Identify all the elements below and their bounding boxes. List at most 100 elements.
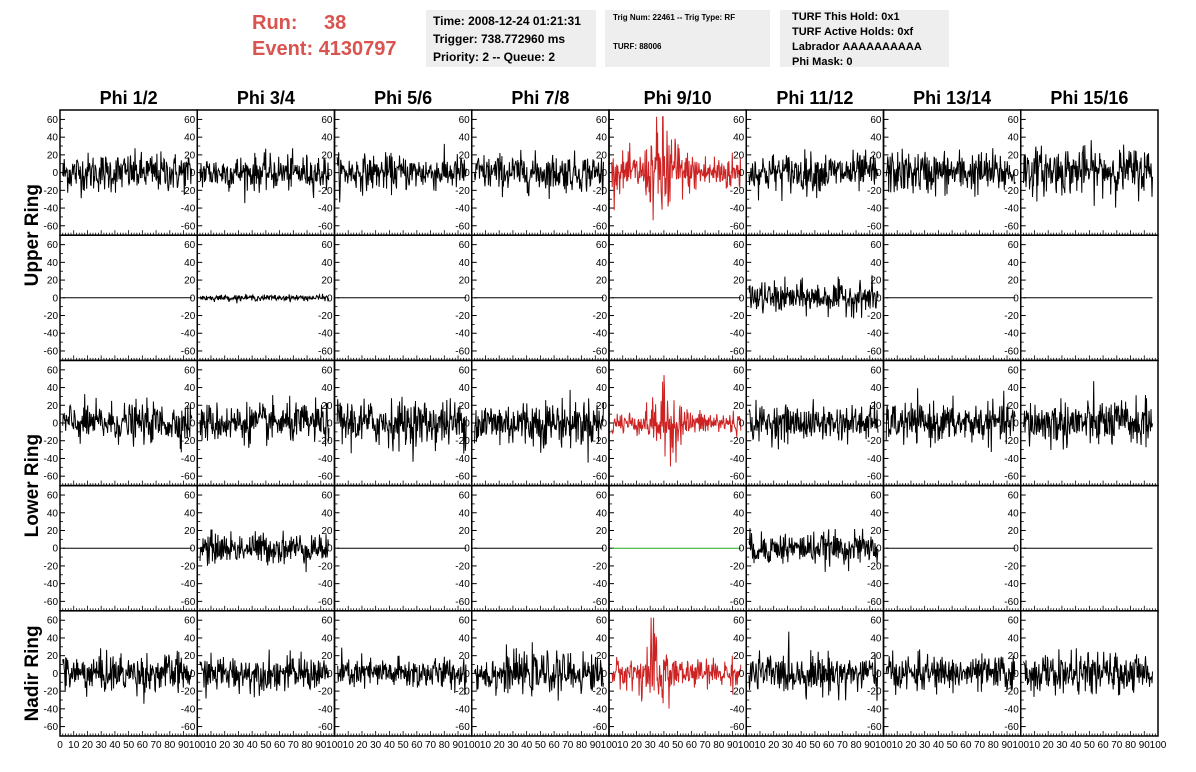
y-tick-label: 60 <box>47 240 59 251</box>
y-tick-label: -20 <box>867 561 882 572</box>
run-event-header: Run: 38 Event: 4130797 <box>252 10 397 62</box>
y-tick-label: 40 <box>870 133 882 144</box>
y-tick-label: -60 <box>730 472 745 483</box>
x-tick-label: 100 <box>738 740 755 751</box>
x-tick-label: 90 <box>452 740 464 751</box>
y-tick-label: 20 <box>870 651 882 662</box>
y-tick-label: 60 <box>184 115 196 126</box>
x-tick-label: 90 <box>1001 740 1013 751</box>
panel-r5-c2: -60 -40 -20 0 20 40 60 <box>181 610 336 737</box>
y-tick-label: 40 <box>47 383 59 394</box>
x-tick-label: 80 <box>576 740 588 751</box>
y-tick-label: 40 <box>321 133 333 144</box>
x-tick-label: 70 <box>151 740 163 751</box>
y-tick-label: -40 <box>730 704 745 715</box>
y-tick-label: -20 <box>318 687 333 698</box>
y-tick-label: 60 <box>596 616 608 627</box>
y-tick-label: 0 <box>1013 168 1019 179</box>
x-tick-label: 50 <box>1084 740 1096 751</box>
y-tick-label: 0 <box>876 168 882 179</box>
y-tick-label: 60 <box>459 115 471 126</box>
waveform-trace <box>611 374 742 467</box>
y-tick-label: -60 <box>318 346 333 357</box>
y-tick-label: 0 <box>601 419 607 430</box>
y-tick-label: 0 <box>739 293 745 304</box>
y-tick-label: -60 <box>44 221 59 232</box>
panel-r4-c6: -60 -40 -20 0 20 40 60 <box>730 484 885 612</box>
y-tick-label: 20 <box>459 526 471 537</box>
y-tick-label: 40 <box>321 383 333 394</box>
y-tick-label: 60 <box>184 491 196 502</box>
y-tick-label: -20 <box>867 687 882 698</box>
panel-r4-c8: -60 -40 -20 0 20 40 60 <box>1004 484 1159 612</box>
y-tick-label: -20 <box>730 186 745 197</box>
y-tick-label: 40 <box>47 633 59 644</box>
y-tick-label: 20 <box>47 526 59 537</box>
y-tick-label: -20 <box>1004 436 1019 447</box>
y-tick-label: -40 <box>318 579 333 590</box>
y-tick-label: 0 <box>876 544 882 555</box>
y-tick-label: 60 <box>733 491 745 502</box>
x-tick-label: 60 <box>274 740 286 751</box>
y-tick-label: 60 <box>596 365 608 376</box>
x-tick-label: 20 <box>219 740 231 751</box>
y-tick-label: -60 <box>593 221 608 232</box>
panel-r1-c6: -60 -40 -20 0 20 40 60 <box>730 109 885 236</box>
waveform-trace <box>474 642 604 701</box>
y-tick-label: 20 <box>1008 401 1020 412</box>
panel-r5-c6: -60 -40 -20 0 20 40 60 <box>730 610 885 737</box>
y-tick-label: 20 <box>870 150 882 161</box>
y-tick-label: 20 <box>459 276 471 287</box>
waveform-trace <box>199 293 330 304</box>
y-tick-label: 40 <box>459 258 471 269</box>
run-value: 38 <box>324 12 347 34</box>
y-tick-label: 20 <box>321 526 333 537</box>
waveform-trace <box>748 631 879 701</box>
panel-r2-c3: -60 -40 -20 0 20 40 60 <box>318 234 473 362</box>
turf-this-hold-line: TURF This Hold: 0x1 <box>792 11 900 23</box>
panel-r2-c2: -60 -40 -20 0 20 40 60 <box>181 234 336 362</box>
waveform-trace <box>885 649 1016 696</box>
y-tick-label: -20 <box>44 436 59 447</box>
y-tick-label: 20 <box>1008 150 1020 161</box>
y-tick-label: -20 <box>44 561 59 572</box>
y-tick-label: 20 <box>47 150 59 161</box>
trig-num-line: Trig Num: 22461 -- Trig Type: RF <box>613 13 736 22</box>
y-tick-label: 40 <box>184 133 196 144</box>
x-tick-label: 100 <box>326 740 343 751</box>
run-line: Run: 38 <box>252 10 397 36</box>
x-tick-label: 90 <box>315 740 327 751</box>
y-tick-label: 40 <box>321 258 333 269</box>
y-tick-label: 40 <box>459 383 471 394</box>
row-label-2: Lower Ring <box>22 434 43 537</box>
y-tick-label: -60 <box>44 597 59 608</box>
y-tick-label: 40 <box>184 258 196 269</box>
y-tick-label: -60 <box>867 472 882 483</box>
panel-r1-c3: -60 -40 -20 0 20 40 60 <box>318 109 473 236</box>
column-header-4: Phi 7/8 <box>511 88 569 108</box>
x-tick-label: 20 <box>494 740 506 751</box>
y-tick-label: -20 <box>730 436 745 447</box>
x-tick-label: 50 <box>123 740 135 751</box>
x-tick-label: 50 <box>260 740 272 751</box>
y-tick-label: 60 <box>1008 491 1020 502</box>
y-tick-label: 0 <box>1013 669 1019 680</box>
y-tick-label: 60 <box>596 240 608 251</box>
y-tick-label: -60 <box>867 597 882 608</box>
y-tick-label: 20 <box>733 401 745 412</box>
event-line: Event: 4130797 <box>252 36 397 62</box>
waveform-trace <box>1023 381 1153 451</box>
y-tick-label: -20 <box>1004 186 1019 197</box>
phi-mask-line: Phi Mask: 0 <box>792 56 853 68</box>
y-tick-label: 0 <box>1013 544 1019 555</box>
waveform-trace <box>474 389 604 463</box>
y-tick-label: 40 <box>596 383 608 394</box>
panel-r1-c5: -60 -40 -20 0 20 40 60 <box>593 109 747 236</box>
panel-r1-c2: -60 -40 -20 0 20 40 60 <box>181 109 336 236</box>
y-tick-label: -60 <box>1004 472 1019 483</box>
y-tick-label: -40 <box>455 204 470 215</box>
y-tick-label: 20 <box>870 526 882 537</box>
y-tick-label: -20 <box>867 311 882 322</box>
x-tick-label: 50 <box>398 740 410 751</box>
column-header-7: Phi 13/14 <box>913 88 991 108</box>
